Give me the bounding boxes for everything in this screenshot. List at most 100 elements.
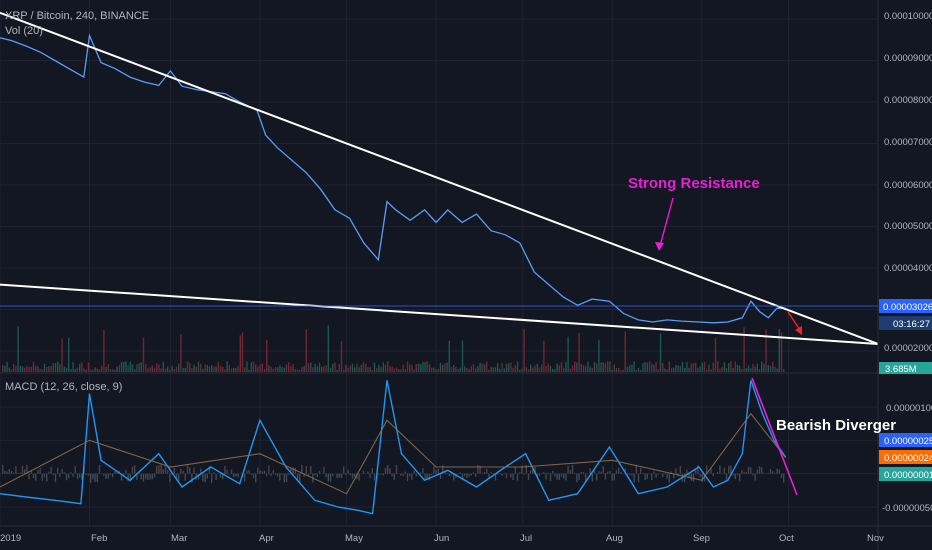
volume-bar [461,340,464,372]
macd-histogram-bar [446,473,448,475]
volume-bar [156,363,158,372]
volume-bar [571,365,574,372]
volume-bar [730,361,732,372]
volume-bar [259,364,261,372]
volume-bar [681,361,684,372]
macd-histogram-bar [369,473,371,479]
volume-bar [428,364,431,372]
volume-bar [391,366,393,372]
volume-bar [24,367,26,372]
macd-indicator-title[interactable]: MACD (12, 26, close, 9) [5,381,123,393]
macd-histogram-bar [367,471,369,474]
volume-bar [728,363,730,372]
macd-histogram-bar [402,473,404,477]
volume-bar [41,369,43,372]
macd-histogram-bar [292,467,294,474]
time-label: Sep [693,533,710,544]
macd-histogram-bar [666,473,668,479]
volume-bar [294,369,296,372]
volume-bar [39,368,41,372]
macd-histogram-bar [725,473,728,480]
macd-histogram-bar [288,473,290,475]
volume-bar [244,367,246,372]
volume-bar [321,366,323,372]
macd-histogram-bar [169,473,171,483]
macd-histogram-bar [244,473,246,482]
volume-bar [184,367,186,372]
macd-histogram-bar [615,470,618,474]
macd-histogram-bar [356,473,358,480]
macd-histogram-bar [409,473,411,477]
price-axis[interactable]: 0.00010000 0.00009000 0.00008000 0.00007… [884,11,932,354]
volume-bar [195,366,197,372]
macd-histogram-bar [345,473,347,476]
time-axis[interactable]: 2019 Feb Mar Apr May Jun Jul Aug Sep Oct… [0,533,884,544]
volume-bar [514,365,516,372]
macd-histogram-bar [761,467,763,474]
volume-bar [415,364,417,372]
volume-bar [21,366,24,372]
volume-bar [668,361,670,372]
macd-histogram-bar [184,473,186,481]
macd-histogram-bar [72,473,74,477]
volume-bar [413,369,415,372]
macd-histogram-bar [593,469,596,474]
volume-bar [343,369,345,372]
volume-bar [783,368,785,372]
macd-histogram-bar [338,473,340,478]
macd-histogram-bar [145,473,147,480]
volume-bar [679,365,681,372]
macd-histogram-bar [2,464,4,474]
divergence-line[interactable] [751,377,798,496]
volume-bar [356,363,358,372]
macd-histogram-bar [758,466,761,474]
volume-bar [756,363,758,372]
volume-bar [358,367,360,372]
macd-histogram-bar [391,473,393,477]
volume-bar [373,362,376,372]
macd-histogram-bar [739,473,741,482]
macd-histogram-bar [310,465,312,474]
resistance-label[interactable]: Strong Resistance [628,175,760,192]
volume-bar [43,363,46,372]
volume-bar [417,363,420,372]
volume-bar [644,362,646,372]
volume-bar [362,361,365,372]
macd-histogram-bar [530,470,532,474]
macd-histogram-bar [303,473,305,477]
macd-histogram-bar [684,473,686,483]
macd-histogram-bar [151,473,153,480]
volume-bar [492,367,494,372]
volume-bar [475,368,477,372]
volume-bar [52,363,54,372]
macd-histogram-bar [626,473,629,476]
macd-histogram-bar [734,473,736,480]
volume-bar [87,362,90,372]
volume-bar [325,365,327,372]
macd-histogram-bar [246,470,248,474]
volume-bar [96,368,98,372]
macd-histogram-bar [268,465,270,474]
macd-histogram-bar [142,473,145,482]
macd-axis[interactable]: 0.00000100 -0.00000050 [882,403,932,514]
volume-indicator-title[interactable]: Vol (20) [5,25,43,37]
volume-bar [618,368,620,372]
macd-histogram-bar [406,473,409,482]
macd-histogram-bar [274,473,277,476]
volume-bar [169,369,171,372]
macd-histogram-bar [503,473,505,474]
macd-histogram-bar [464,473,466,476]
volume-bar [305,329,307,372]
volume-bar [426,361,428,372]
macd-histogram-bar [211,473,213,483]
macd-histogram-bar [28,473,30,480]
volume-bar [479,362,481,372]
volume-bar [211,365,213,372]
macd-histogram-bar [461,473,464,481]
volume-bar [710,369,712,372]
time-label: Aug [606,533,623,544]
divergence-label[interactable]: Bearish Diverger [776,417,896,434]
volume-bar [50,366,52,372]
symbol-title[interactable]: XRP / Bitcoin, 240, BINANCE [5,10,150,22]
